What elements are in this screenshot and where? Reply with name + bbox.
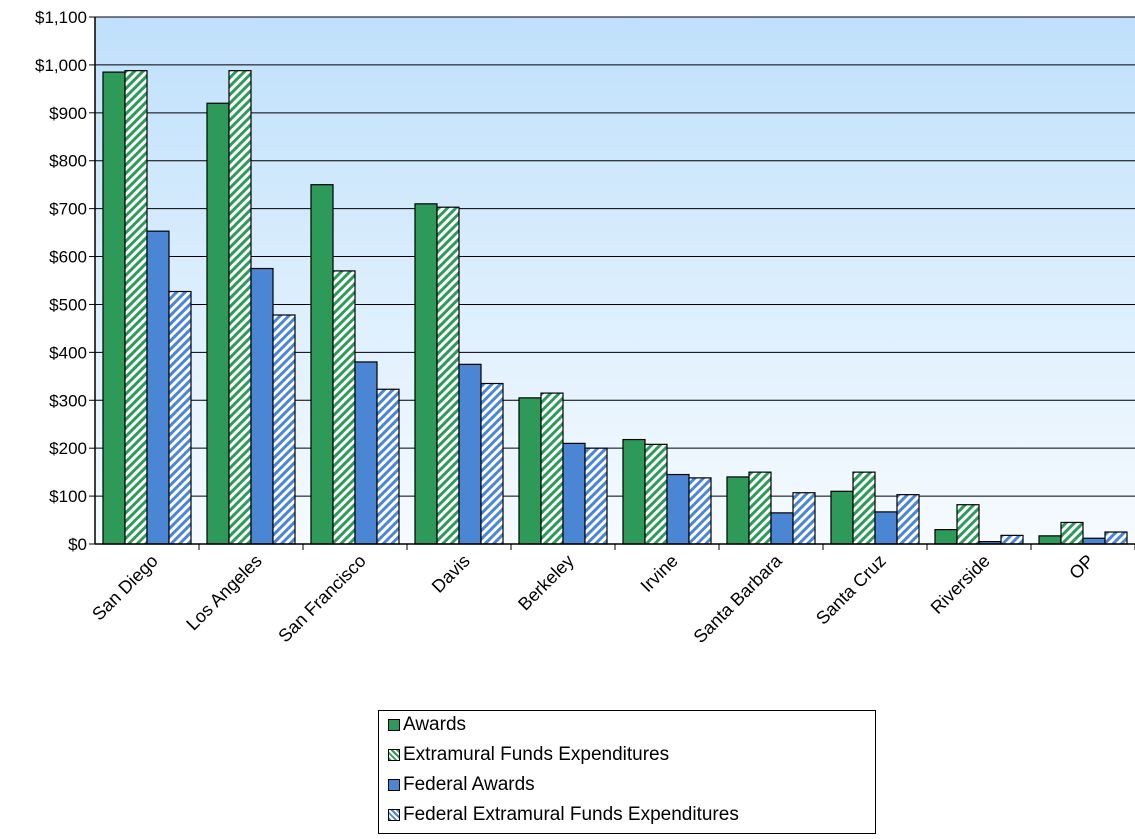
legend-item-federal-awards: Federal Awards [388, 772, 535, 798]
bar-riverside-series-1 [956, 504, 980, 545]
bar-san-diego-series-1 [124, 70, 148, 545]
bar-los-angeles-series-3 [272, 314, 296, 545]
x-axis-ticks: San Diego Los Angeles San Francisco Davis Be… [88, 544, 1135, 647]
bars [102, 70, 1128, 545]
bar-irvine-series-0 [622, 438, 646, 545]
y-tick-label: $100 [49, 487, 87, 506]
legend-item-extramural: Extramural Funds Expenditures [388, 742, 669, 768]
bar-san-francisco-series-0 [310, 184, 334, 545]
legend-swatch-awards [388, 719, 400, 731]
x-tick-label: San Francisco [274, 551, 370, 647]
bar-santa-barbara-series-3 [792, 492, 816, 545]
y-tick-label: $200 [49, 439, 87, 458]
bar-san-diego-series-0 [102, 71, 126, 545]
y-tick-label: $900 [49, 104, 87, 123]
bar-san-francisco-series-3 [376, 388, 400, 545]
x-tick-label: Berkeley [514, 551, 578, 615]
legend-item-awards: Awards [388, 712, 466, 738]
legend-label: Extramural Funds Expenditures [403, 744, 670, 765]
bar-santa-cruz-series-2 [874, 511, 898, 545]
bar-op-series-1 [1060, 521, 1084, 545]
legend-swatch-federal-extramural [388, 809, 400, 821]
x-tick-label: San Diego [88, 551, 162, 625]
bar-davis-series-3 [480, 382, 504, 545]
bar-santa-barbara-series-0 [726, 476, 750, 545]
bar-op-series-3 [1104, 531, 1128, 545]
bar-berkeley-series-3 [584, 447, 608, 545]
bar-san-francisco-series-1 [332, 270, 356, 545]
bar-santa-barbara-series-2 [770, 512, 794, 545]
legend-swatch-extramural [388, 749, 400, 761]
bar-los-angeles-series-1 [228, 70, 252, 545]
bar-chart: $0 $100 $200 $300 $400 $500 $600 $700 $800 $900 $1… [35, 8, 1135, 647]
y-tick-label: $1,000 [35, 56, 87, 75]
bar-berkeley-series-1 [540, 392, 564, 545]
bar-san-diego-series-2 [146, 230, 170, 545]
bar-op-series-2 [1082, 537, 1106, 545]
bar-santa-cruz-series-1 [852, 471, 876, 545]
x-tick-label: OP [1065, 551, 1098, 584]
y-tick-label: $1,100 [35, 8, 87, 27]
bar-santa-cruz-series-3 [896, 494, 920, 545]
x-tick-label: Los Angeles [182, 551, 265, 634]
legend-label: Awards [403, 714, 467, 735]
x-tick-label: Santa Cruz [812, 551, 890, 629]
bar-irvine-series-2 [666, 473, 690, 545]
legend-swatch-federal-awards [388, 779, 400, 791]
bar-davis-series-1 [436, 206, 460, 545]
y-tick-label: $500 [49, 295, 87, 314]
bar-riverside-series-3 [1000, 534, 1024, 545]
bar-san-diego-series-3 [168, 290, 192, 545]
y-tick-label: $600 [49, 248, 87, 267]
x-tick-label: Riverside [927, 551, 994, 618]
x-tick-label: Davis [428, 551, 474, 597]
bar-los-angeles-series-0 [206, 102, 230, 545]
legend-label: Federal Extramural Funds Expenditures [403, 804, 739, 825]
bar-irvine-series-3 [688, 477, 712, 545]
legend-item-federal-extramural: Federal Extramural Funds Expenditures [388, 802, 739, 828]
bar-riverside-series-0 [934, 529, 958, 545]
y-tick-label: $400 [49, 343, 87, 362]
bar-davis-series-0 [414, 203, 438, 545]
bar-davis-series-2 [458, 363, 482, 545]
legend-label: Federal Awards [403, 774, 535, 795]
legend: Awards Extramural Funds Expenditures Fed… [378, 710, 876, 834]
y-tick-label: $0 [68, 535, 87, 554]
x-tick-label: Santa Barbara [690, 550, 787, 647]
y-tick-label: $800 [49, 152, 87, 171]
bar-irvine-series-1 [644, 443, 668, 545]
bar-los-angeles-series-2 [250, 267, 274, 545]
bar-berkeley-series-2 [562, 442, 586, 545]
bar-op-series-0 [1038, 535, 1062, 545]
bar-berkeley-series-0 [518, 397, 542, 545]
y-axis-ticks: $0 $100 $200 $300 $400 $500 $600 $700 $800 $900 $1… [35, 8, 95, 554]
bar-san-francisco-series-2 [354, 361, 378, 545]
y-tick-label: $700 [49, 200, 87, 219]
y-tick-label: $300 [49, 391, 87, 410]
bar-santa-cruz-series-0 [830, 490, 854, 545]
bar-santa-barbara-series-1 [748, 471, 772, 545]
x-tick-label: Irvine [637, 551, 682, 596]
